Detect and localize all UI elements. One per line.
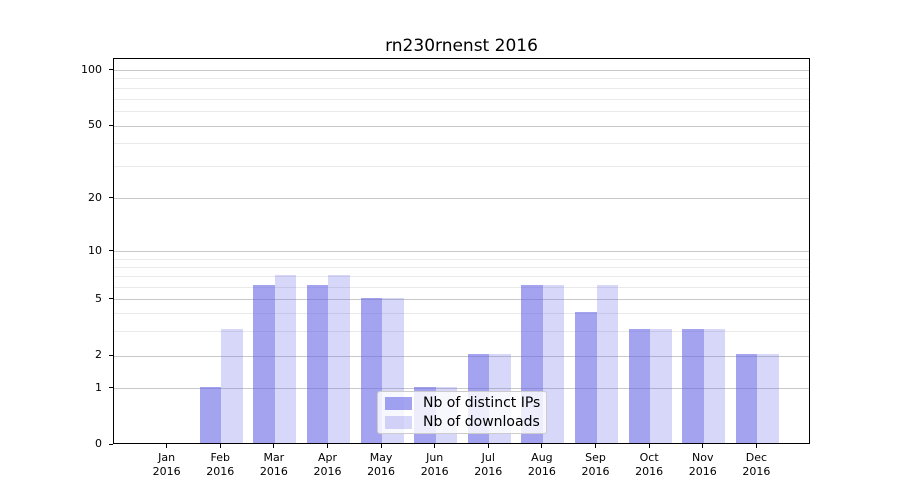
bar-distinct-ips-mar — [253, 285, 275, 443]
y-gridline-major — [114, 198, 809, 200]
x-tick-mark — [434, 444, 436, 448]
x-tick-label: Sep 2016 — [581, 451, 610, 478]
y-gridline-minor — [114, 78, 809, 80]
y-gridline-major — [114, 388, 809, 390]
y-tick-label: 20 — [88, 190, 102, 204]
bar-downloads-sep — [596, 285, 618, 443]
x-tick-label: Oct 2016 — [635, 451, 664, 478]
bar-downloads-dec — [757, 354, 779, 443]
y-gridline-minor — [114, 166, 809, 168]
bar-distinct-ips-sep — [575, 311, 597, 443]
y-tick-mark — [109, 250, 113, 252]
y-gridline-minor — [114, 275, 809, 277]
x-tick-mark — [702, 444, 704, 448]
bars-layer — [114, 59, 809, 443]
bar-downloads-oct — [650, 329, 672, 443]
y-tick-label: 2 — [95, 348, 102, 362]
x-tick-label: Dec 2016 — [742, 451, 771, 478]
x-tick-label: Jun 2016 — [420, 451, 449, 478]
bar-downloads-apr — [328, 274, 350, 443]
x-tick-mark — [541, 444, 543, 448]
legend-swatch-downloads — [385, 415, 412, 429]
x-tick-label: Feb 2016 — [206, 451, 235, 478]
y-gridline-minor — [114, 313, 809, 315]
x-tick-label: May 2016 — [367, 451, 396, 478]
y-gridline-major — [114, 70, 809, 71]
y-gridline-minor — [114, 87, 809, 89]
legend-item-downloads: Nb of downloads — [385, 413, 540, 430]
bar-distinct-ips-may — [360, 297, 383, 443]
y-gridline-major — [114, 299, 809, 301]
y-gridline-minor — [114, 258, 809, 260]
bar-distinct-ips-dec — [735, 354, 758, 443]
x-tick-mark — [595, 444, 597, 448]
x-tick-mark — [273, 444, 275, 448]
legend-label-downloads: Nb of downloads — [423, 413, 540, 430]
x-tick-label: Apr 2016 — [313, 451, 342, 478]
bar-distinct-ips-feb — [199, 386, 222, 443]
x-axis: Jan 2016 Feb 2016 Mar 2016 Apr 2016 May 2016… — [0, 444, 900, 500]
x-tick-mark — [166, 444, 168, 448]
legend-swatch-distinct-ips — [385, 396, 412, 410]
y-tick-mark — [109, 197, 113, 199]
y-gridline-minor — [114, 98, 809, 100]
x-tick-mark — [648, 444, 650, 448]
y-tick-mark — [109, 387, 113, 389]
x-tick-mark — [326, 444, 328, 448]
bar-downloads-mar — [274, 274, 297, 443]
x-tick-label: Jul 2016 — [474, 451, 503, 478]
bar-distinct-ips-oct — [628, 329, 651, 443]
bar-distinct-ips-apr — [307, 285, 329, 443]
bar-downloads-nov — [703, 329, 726, 443]
y-tick-label: 100 — [81, 62, 102, 76]
y-tick-mark — [109, 443, 113, 445]
y-gridline-minor — [114, 143, 809, 145]
y-axis: 0 1 2 5 10 20 50 100 — [0, 0, 113, 500]
y-tick-label: 50 — [88, 118, 102, 132]
legend-item-distinct-ips: Nb of distinct IPs — [385, 394, 541, 411]
x-tick-label: Jan 2016 — [152, 451, 181, 478]
y-tick-mark — [109, 298, 113, 300]
x-tick-label: Mar 2016 — [259, 451, 288, 478]
x-tick-label: Nov 2016 — [688, 451, 717, 478]
y-gridline-minor — [114, 330, 809, 332]
x-tick-mark — [380, 444, 382, 448]
y-tick-label: 1 — [95, 380, 102, 394]
bar-downloads-aug — [542, 285, 565, 443]
x-tick-mark — [487, 444, 489, 448]
y-gridline-major — [114, 355, 809, 357]
legend: Nb of distinct IPs Nb of downloads — [377, 391, 547, 434]
bar-distinct-ips-nov — [682, 329, 704, 443]
y-gridline-minor — [114, 266, 809, 268]
plot-area — [113, 58, 810, 444]
x-tick-label: Aug 2016 — [527, 451, 556, 478]
y-tick-label: 0 — [95, 437, 102, 450]
y-gridline-major — [114, 251, 809, 253]
y-tick-label: 5 — [95, 291, 102, 305]
y-gridline-major — [114, 125, 809, 127]
y-tick-mark — [109, 124, 113, 126]
legend-label-distinct-ips: Nb of distinct IPs — [423, 394, 541, 411]
y-gridline-minor — [114, 110, 809, 112]
gridlines-layer — [114, 59, 809, 443]
y-tick-mark — [109, 69, 113, 70]
y-gridline-minor — [114, 286, 809, 288]
chart-title: rn230rnenst 2016 — [385, 36, 538, 56]
y-tick-label: 10 — [88, 243, 102, 257]
x-tick-mark — [755, 444, 757, 448]
x-tick-mark — [219, 444, 221, 448]
y-tick-mark — [109, 354, 113, 356]
bar-downloads-feb — [221, 329, 243, 443]
